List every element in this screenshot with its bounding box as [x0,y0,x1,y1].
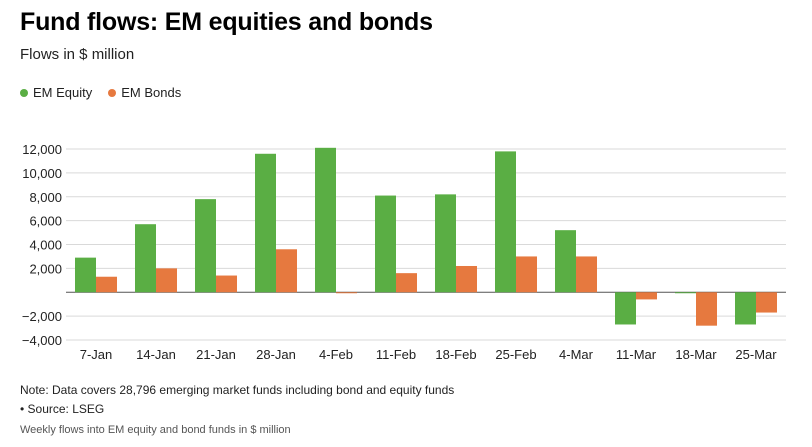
x-tick-label: 11-Feb [376,347,416,362]
legend-item-bonds: EM Bonds [108,85,181,100]
bar-equity-11-mar [615,292,636,325]
bar-equity-21-jan [195,199,216,293]
bar-bonds-21-jan [216,275,237,293]
y-tick-label: 12,000 [22,142,62,157]
chart-note: Note: Data covers 28,796 emerging market… [20,383,455,397]
bar-bonds-14-jan [156,268,177,293]
y-tick-label: 6,000 [29,214,62,229]
y-tick-label: 4,000 [29,238,62,253]
x-tick-label: 4-Feb [319,347,353,362]
chart-source: • Source: LSEG [20,402,105,416]
bar-equity-28-jan [255,153,276,293]
legend: EM Equity EM Bonds [20,85,181,100]
legend-item-equity: EM Equity [20,85,92,100]
chart-caption: Weekly flows into EM equity and bond fun… [20,424,291,436]
bar-chart: 12,000 10,000 8,000 6,000 4,000 2,000 −2,000 −4… [22,142,786,362]
bar-equity-25-mar [735,292,756,325]
bar-bonds-28-jan [276,249,297,293]
bar-bonds-7-jan [96,276,117,293]
bar-bonds-11-feb [396,273,417,293]
bar-equity-4-feb [315,147,336,293]
bar-bonds-11-mar [636,292,657,300]
x-tick-label: 18-Mar [675,347,717,362]
bar-equity-11-feb [375,195,396,293]
bar-equity-7-jan [75,257,96,293]
bar-bonds-18-feb [456,265,477,293]
chart-subtitle: Flows in $ million [20,46,135,63]
legend-label-equity: EM Equity [33,85,93,100]
y-tick-label: 10,000 [22,166,62,181]
x-tick-label: 18-Feb [435,347,476,362]
y-tick-label: −2,000 [22,309,62,324]
legend-marker-bonds [108,88,117,97]
y-tick-label: 8,000 [29,190,62,205]
x-tick-label: 7-Jan [80,347,113,362]
x-tick-label: 11-Mar [616,347,657,362]
y-tick-label: 2,000 [29,261,62,276]
x-tick-label: 4-Mar [559,347,594,362]
legend-marker-equity [20,88,28,97]
x-tick-label: 25-Feb [495,347,536,362]
legend-label-bonds: EM Bonds [121,85,182,100]
bar-bonds-4-feb [336,292,357,294]
x-tick-label: 28-Jan [256,347,296,362]
bar-equity-25-feb [495,151,516,293]
bar-bonds-25-mar [756,292,777,313]
bar-equity-14-jan [135,224,156,293]
y-tick-label: −4,000 [22,333,62,348]
x-tick-label: 14-Jan [136,347,176,362]
x-tick-label: 21-Jan [196,347,236,362]
bar-equity-18-mar [675,292,696,294]
bar-bonds-25-feb [516,256,537,293]
bar-bonds-4-mar [576,256,597,293]
chart-title: Fund flows: EM equities and bonds [20,8,433,36]
x-tick-label: 25-Mar [735,347,777,362]
bar-equity-4-mar [555,230,576,293]
bar-equity-18-feb [435,194,456,293]
bar-bonds-18-mar [696,292,717,326]
